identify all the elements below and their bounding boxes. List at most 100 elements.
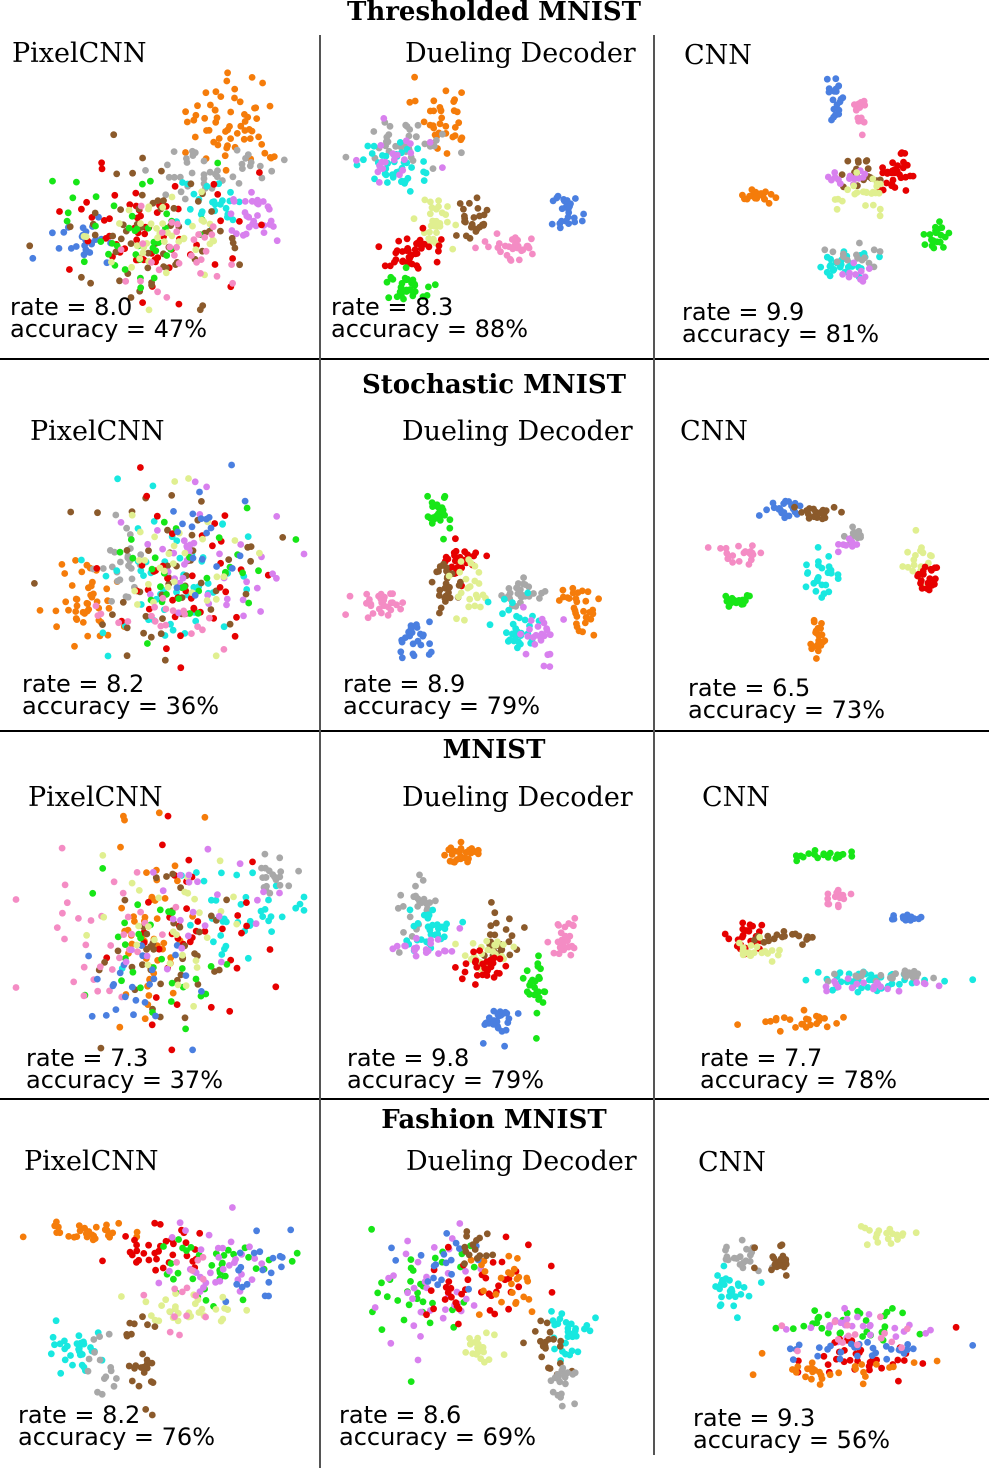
scatter-point-violet [300, 550, 308, 558]
scatter-point-pink [735, 542, 742, 550]
scatter-point-violet [874, 980, 882, 987]
scatter-point-orange [858, 1361, 866, 1368]
scatter-point-gray [520, 580, 527, 588]
scatter-point-pink [59, 909, 66, 917]
scatter-point-violet [184, 932, 192, 940]
scatter-point-yellowgreen [136, 255, 144, 262]
scatter-point-cyan [242, 893, 250, 901]
scatter-point-red [883, 179, 890, 187]
scatter-point-cyan [229, 216, 237, 224]
scatter-point-blue [267, 1269, 275, 1277]
scatter-point-pink [387, 606, 395, 614]
scatter-point-green [405, 1301, 413, 1309]
scatter-point-cyan [499, 610, 506, 618]
scatter-point-cyan [233, 871, 241, 879]
scatter-point-gray [394, 904, 402, 912]
scatter-point-violet [865, 265, 873, 272]
scatter-point-green [424, 492, 431, 500]
scatter-point-cyan [78, 1361, 86, 1369]
scatter-point-pink [824, 890, 832, 898]
scatter-point-cyan [193, 869, 200, 876]
scatter-point-pink [794, 1347, 801, 1355]
scatter-point-orange [910, 1359, 918, 1366]
section-title-fashion-mnist: Fashion MNIST [381, 1105, 607, 1135]
scatter-point-orange [145, 992, 153, 999]
scatter-point-gray [821, 246, 829, 254]
scatter-point-violet [180, 537, 188, 545]
scatter-point-blue [882, 1342, 890, 1350]
scatter-point-yellowgreen [133, 941, 141, 949]
scatter-panel [721, 847, 977, 1035]
scatter-point-violet [546, 631, 554, 639]
scatter-point-green [818, 1324, 826, 1332]
scatter-point-pink [363, 590, 371, 598]
scatter-point-yellowgreen [474, 594, 481, 602]
scatter-point-pink [188, 252, 195, 259]
scatter-point-violet [217, 958, 225, 966]
scatter-point-brown [188, 531, 196, 539]
scatter-point-pink [194, 1256, 202, 1264]
scatter-point-pink [194, 623, 202, 630]
scatter-point-pink [397, 605, 404, 613]
scatter-point-yellowgreen [430, 218, 438, 225]
scatter-point-yellowgreen [191, 895, 199, 903]
scatter-point-brown [435, 592, 443, 599]
scatter-point-violet [179, 574, 187, 582]
scatter-point-green [64, 209, 72, 217]
scatter-point-brown [854, 157, 862, 165]
scatter-point-green [137, 934, 145, 942]
scatter-point-red [452, 535, 459, 543]
scatter-point-orange [237, 122, 245, 130]
scatter-point-orange [808, 1375, 815, 1383]
scatter-point-cyan [718, 1293, 725, 1301]
scatter-point-blue [789, 1356, 797, 1363]
scatter-point-brown [143, 945, 151, 953]
scatter-point-pink [82, 941, 90, 949]
scatter-point-yellowgreen [151, 533, 159, 541]
scatter-point-blue [755, 512, 763, 519]
scatter-point-gray [395, 949, 403, 956]
scatter-point-violet [522, 650, 530, 658]
scatter-point-red [137, 464, 144, 471]
scatter-point-cyan [292, 904, 300, 912]
scatter-point-cyan [61, 1356, 69, 1364]
scatter-point-violet [216, 550, 223, 558]
scatter-point-orange [814, 624, 822, 632]
scatter-point-pink [110, 878, 118, 886]
scatter-point-blue [814, 1352, 822, 1360]
scatter-point-yellowgreen [746, 952, 754, 959]
scatter-point-violet [538, 630, 546, 638]
scatter-point-gray [877, 971, 885, 979]
scatter-point-yellowgreen [926, 552, 934, 559]
scatter-point-red [889, 159, 896, 167]
scatter-point-violet [260, 229, 268, 237]
scatter-point-pink [834, 901, 842, 909]
scatter-point-orange [758, 1349, 766, 1357]
scatter-point-yellowgreen [203, 597, 211, 604]
scatter-point-yellowgreen [136, 528, 144, 536]
scatter-point-orange [508, 1289, 516, 1296]
scatter-point-orange [569, 584, 577, 592]
scatter-point-pink [171, 251, 178, 259]
scatter-point-blue [253, 1227, 260, 1235]
panel-label-cnn: CNN [680, 416, 748, 447]
scatter-point-gray [412, 882, 419, 890]
scatter-point-brown [821, 514, 829, 522]
scatter-point-pink [63, 899, 71, 907]
scatter-point-orange [792, 1024, 799, 1031]
scatter-point-gray [723, 1243, 730, 1251]
scatter-point-blue [769, 499, 777, 507]
scatter-point-violet [353, 156, 360, 164]
scatter-point-red [411, 246, 419, 254]
scatter-point-yellowgreen [461, 952, 469, 959]
scatter-point-gray [558, 1402, 566, 1410]
scatter-point-gray [402, 121, 410, 129]
scatter-point-red [502, 962, 510, 970]
scatter-point-gray [206, 168, 214, 176]
scatter-point-orange [267, 154, 275, 162]
scatter-point-green [239, 569, 247, 577]
scatter-point-pink [550, 949, 558, 957]
scatter-point-red [481, 964, 489, 972]
scatter-point-yellowgreen [155, 894, 163, 902]
scatter-point-violet [260, 888, 267, 896]
